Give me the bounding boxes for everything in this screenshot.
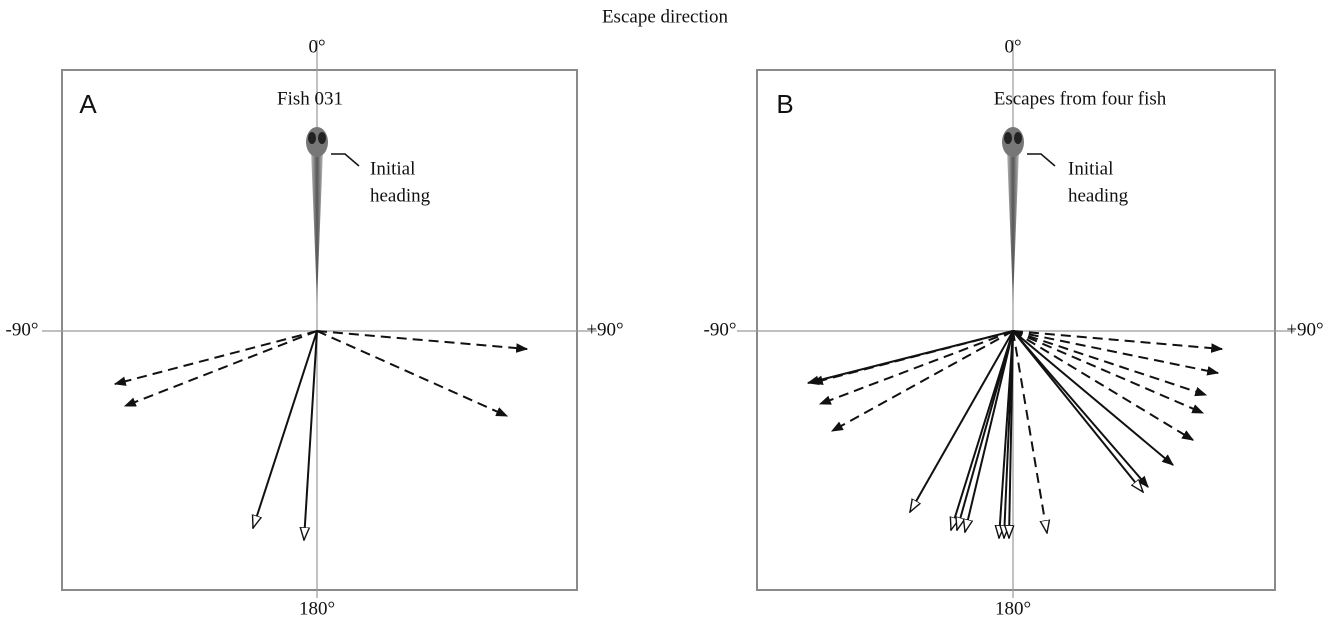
axis-label-top: 0°: [1004, 36, 1021, 57]
panel-letter: B: [776, 89, 793, 119]
fish-eye: [1004, 132, 1012, 144]
escape-arrow: [965, 330, 1014, 532]
fish-eye: [318, 132, 326, 144]
axis-label-left: -90°: [6, 319, 39, 340]
escape-arrow: [830, 330, 1014, 432]
annotation-leader: [331, 153, 360, 167]
annotation: Initial: [1068, 158, 1113, 179]
escape-arrow: [113, 330, 318, 386]
escape-arrow: [1012, 330, 1149, 488]
panel-frame: [756, 69, 1276, 591]
panel-frame: [61, 69, 578, 591]
fish-body: [1007, 150, 1019, 305]
escape-arrow: [957, 330, 1014, 530]
axis-label-top: 0°: [308, 36, 325, 57]
axis-label-left: -90°: [704, 319, 737, 340]
escape-arrow: [1012, 330, 1174, 466]
escape-arrow: [1012, 330, 1143, 492]
escape-arrow: [910, 330, 1014, 512]
escape-arrow: [123, 330, 318, 407]
annotation: heading: [1068, 185, 1129, 206]
escape-arrow: [1009, 330, 1013, 538]
annotation: Initial: [370, 158, 415, 179]
axis-label-right: +90°: [586, 319, 623, 340]
fish-body: [311, 150, 323, 305]
panel: 0° -90° +90° 180° B Escapes from four fish Ini…: [704, 36, 1324, 619]
escape-arrow: [1012, 330, 1047, 533]
fish-eye: [1014, 132, 1022, 144]
panel-letter: A: [79, 89, 97, 119]
escape-arrow: [253, 330, 318, 528]
escape-arrow: [1012, 330, 1224, 353]
annotation: heading: [370, 185, 431, 206]
escape-arrow: [304, 330, 318, 540]
escape-arrow: [1012, 330, 1208, 397]
figure-title: Escape direction: [602, 6, 729, 27]
fish-eye: [308, 132, 316, 144]
axis-label-bottom: 180°: [995, 598, 1031, 619]
escape-arrow: [818, 330, 1014, 405]
escape-arrow: [1012, 330, 1205, 414]
escape-arrow: [1012, 330, 1220, 376]
escape-arrow: [806, 330, 1014, 385]
panel-caption: Escapes from four fish: [994, 88, 1167, 109]
escape-arrow: [1012, 330, 1195, 441]
axis-label-bottom: 180°: [299, 598, 335, 619]
panel-caption: Fish 031: [277, 88, 343, 109]
escape-arrow: [316, 330, 529, 353]
panel: 0° -90° +90° 180° A Fish 031 Initial heading: [6, 36, 624, 619]
escape-arrow: [316, 330, 509, 417]
axis-label-right: +90°: [1286, 319, 1323, 340]
annotation-leader: [1027, 153, 1056, 167]
